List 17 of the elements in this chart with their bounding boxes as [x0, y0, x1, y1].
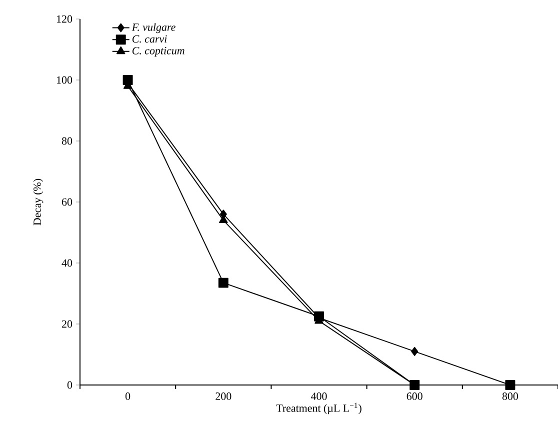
y-tick-label: 40 — [62, 259, 72, 267]
x-tick-label: 0 — [125, 392, 130, 400]
x-tick-label: 400 — [311, 392, 327, 400]
x-tick-label: 800 — [502, 392, 518, 400]
legend-label: C. carvi — [132, 35, 167, 43]
y-axis-title: Decay (%) — [33, 178, 44, 226]
x-tick-label: 200 — [216, 392, 232, 400]
y-tick-label: 60 — [62, 198, 72, 206]
legend-label: C. copticum — [132, 47, 184, 57]
y-tick-label: 100 — [57, 76, 72, 84]
legend-label: F. vulgare — [132, 23, 176, 34]
y-tick-label: 20 — [62, 320, 72, 328]
y-tick-label: 120 — [57, 15, 72, 23]
y-tick-label: 0 — [67, 381, 72, 389]
x-axis-title: Treatment (µL L$^{−1}$) — [276, 402, 362, 414]
x-tick-label: 600 — [406, 392, 422, 400]
y-tick-label: 80 — [62, 137, 72, 145]
